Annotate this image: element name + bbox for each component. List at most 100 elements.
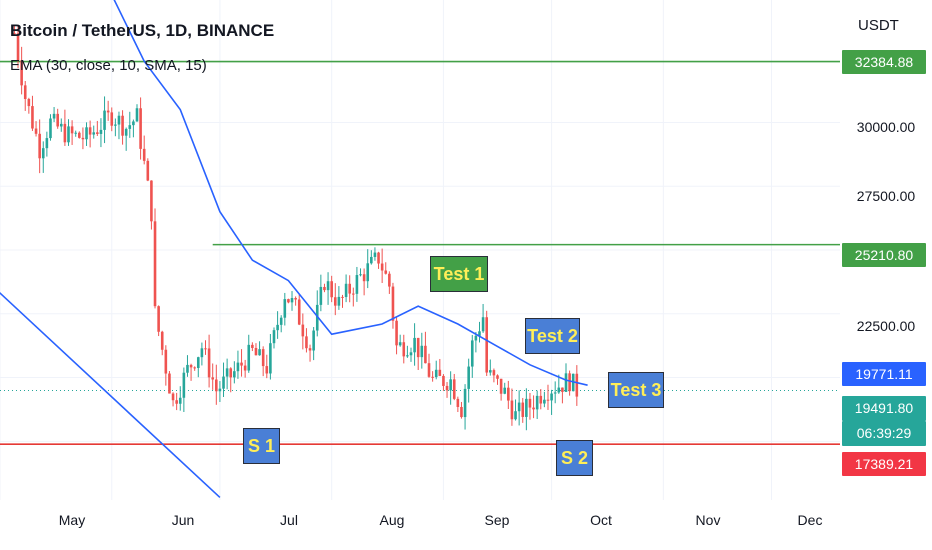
candle-body: [182, 372, 186, 398]
candle-body: [229, 368, 233, 378]
candle-body: [543, 399, 546, 404]
price-tag-ema[interactable]: 19771.11: [842, 362, 926, 386]
candle-body: [564, 373, 568, 392]
candle-body: [384, 270, 388, 274]
candle-body: [377, 252, 380, 264]
candle-body: [370, 256, 373, 264]
candle-body: [456, 398, 460, 407]
candle-body: [391, 286, 395, 321]
annotation-test2[interactable]: Test 2: [525, 318, 580, 354]
candle-body: [258, 349, 261, 356]
candle-body: [132, 121, 135, 126]
candle-body: [20, 60, 23, 86]
candle-body: [276, 324, 279, 331]
indicator-legend[interactable]: EMA (30, close, 10, SMA, 15): [10, 57, 207, 74]
candle-body: [546, 399, 550, 401]
horizontal-levels: [0, 60, 840, 445]
candle-body: [341, 296, 344, 298]
candle-body: [406, 355, 409, 357]
candlestick-series: [13, 24, 579, 431]
candle-body: [56, 113, 59, 127]
candle-body: [424, 345, 427, 364]
candle-body: [146, 160, 150, 181]
candle-body: [110, 112, 114, 126]
candle-body: [474, 335, 478, 341]
annotation-s1[interactable]: S 1: [243, 428, 280, 464]
candle-body: [52, 113, 56, 119]
candle-body: [460, 406, 463, 418]
candle-body: [78, 132, 81, 138]
candle-body: [135, 108, 139, 122]
candle-body: [233, 371, 236, 378]
candle-body: [535, 395, 539, 410]
candle-body: [211, 377, 215, 380]
candle-body: [489, 370, 492, 373]
price-tag-resistance-mid[interactable]: 25210.80: [842, 243, 926, 267]
candle-body: [496, 375, 499, 379]
candle-body: [225, 368, 229, 377]
candle-body: [193, 367, 196, 369]
candle-body: [395, 320, 398, 346]
candle-body: [215, 379, 218, 392]
candle-body: [117, 115, 121, 125]
candle-body: [427, 363, 431, 377]
candle-body: [467, 366, 470, 389]
candle-body: [362, 274, 366, 282]
candle-body: [70, 126, 74, 134]
candle-body: [290, 298, 294, 303]
candle-body: [388, 273, 391, 287]
candle-body: [247, 344, 251, 371]
price-tag-support[interactable]: 17389.21: [842, 452, 926, 476]
candle-body: [265, 366, 269, 374]
month-label: Dec: [797, 512, 823, 528]
candle-body: [568, 373, 571, 392]
candle-body: [333, 297, 337, 306]
candle-body: [294, 298, 297, 300]
candle-body: [380, 263, 384, 271]
candle-body: [41, 148, 45, 159]
candle-body: [287, 299, 290, 303]
candle-body: [445, 385, 449, 391]
candle-body: [204, 348, 207, 350]
candle-body: [409, 352, 413, 356]
candle-body: [557, 387, 561, 393]
candle-body: [402, 342, 406, 357]
candle-body: [416, 337, 420, 358]
candle-body: [88, 127, 92, 135]
annotation-s2[interactable]: S 2: [556, 440, 593, 476]
candle-body: [142, 148, 146, 161]
candle-body: [478, 331, 481, 336]
candle-body: [196, 357, 200, 368]
annotation-test1[interactable]: Test 1: [430, 256, 488, 292]
candle-body: [222, 376, 225, 389]
trendline: [0, 291, 221, 499]
candle-body: [207, 348, 211, 378]
candle-body: [236, 362, 240, 372]
candle-body: [330, 281, 333, 298]
trendline-group: [0, 291, 221, 499]
candle-body: [63, 123, 67, 143]
candle-body: [85, 127, 88, 140]
candle-body: [96, 132, 99, 134]
candle-body: [308, 348, 312, 351]
candle-body: [251, 344, 254, 348]
price-tag-resistance-top[interactable]: 32384.88: [842, 50, 926, 74]
candle-body: [305, 336, 308, 349]
chart-title[interactable]: Bitcoin / TetherUS, 1D, BINANCE: [10, 21, 275, 40]
candle-body: [521, 402, 525, 417]
candle-body: [121, 115, 124, 136]
currency-label: USDT: [858, 17, 899, 34]
price-tag-last[interactable]: 19491.80: [842, 396, 926, 421]
candle-body: [31, 106, 34, 129]
candle-body: [503, 387, 507, 394]
candle-body: [355, 275, 359, 294]
candle-body: [189, 364, 193, 368]
month-label: Aug: [379, 512, 405, 528]
candle-body: [352, 293, 355, 295]
candle-body: [434, 369, 438, 378]
annotation-test3[interactable]: Test 3: [608, 372, 664, 408]
candle-body: [452, 379, 456, 399]
candle-body: [326, 281, 330, 291]
candle-body: [218, 388, 222, 392]
